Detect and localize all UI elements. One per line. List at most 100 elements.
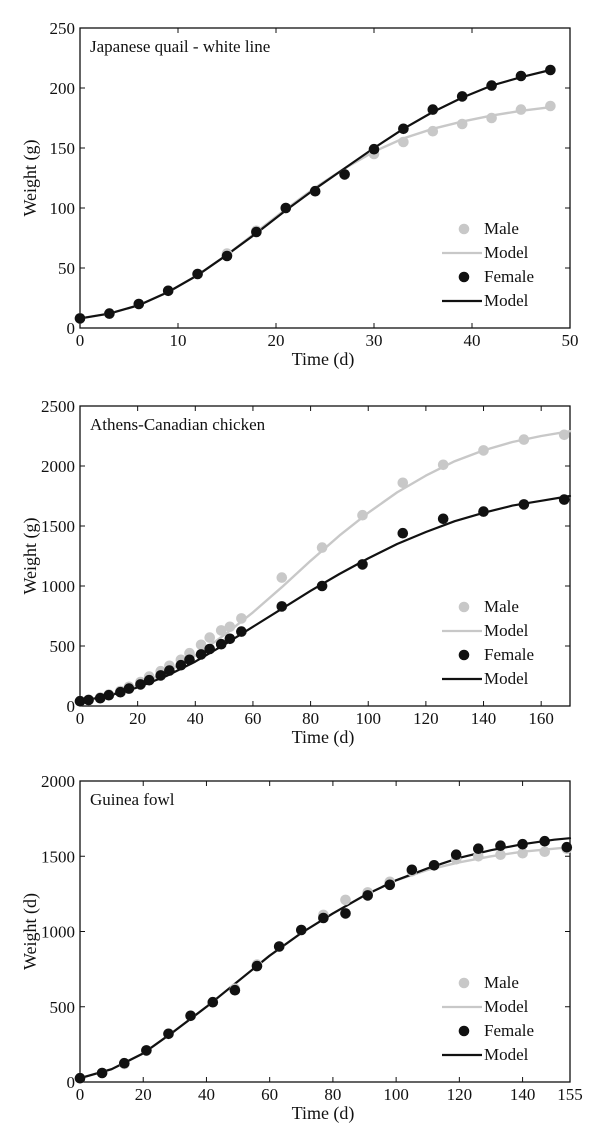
male-data-point [398,136,409,148]
x-tick-label: 20 [135,1085,152,1104]
x-tick-label: 80 [302,709,319,728]
x-tick-label: 30 [366,331,383,350]
female-data-point [276,601,288,612]
legend-label: Male [484,597,519,616]
female-data-point [384,879,396,891]
male-data-point [204,632,215,643]
legend-label: Female [484,645,534,664]
x-tick-label: 0 [76,331,85,350]
male-data-point [437,459,449,471]
y-axis-label: Weight (d) [20,893,41,970]
female-data-point [561,841,573,853]
chart-title: Japanese quail - white line [90,37,270,56]
female-data-point [175,659,187,671]
female-model-line [78,837,572,1080]
male-data-point [478,445,489,456]
female-data-point [185,1010,196,1022]
female-data-point [357,559,368,570]
chart-title: Athens-Canadian chicken [90,415,266,434]
legend-male-marker [458,977,470,989]
y-tick-label: 150 [50,139,76,158]
female-data-point [539,835,550,847]
y-tick-label: 100 [50,199,76,218]
male-data-point [397,477,409,489]
chart-panel: 0 20 40 60 80 100 120 140 155 0 500 1000 1500 2000 Tim… [20,772,583,1124]
male-data-point [545,100,556,112]
chart-title: Guinea fowl [90,790,175,809]
y-tick-label: 1000 [41,577,75,596]
female-data-point [207,996,219,1008]
x-tick-label: 160 [528,709,554,728]
female-data-point [229,984,241,996]
female-data-point [428,860,440,871]
male-data-point [486,112,497,124]
y-tick-label: 1500 [41,517,75,536]
x-tick-label: 120 [447,1085,473,1104]
legend-female-marker [458,649,470,661]
x-tick-label: 100 [355,709,381,728]
female-data-point [406,864,418,876]
legend-label: Male [484,973,519,992]
female-data-point [236,626,247,637]
male-model-line [78,105,552,320]
female-data-point [96,1067,108,1079]
female-data-point [164,665,175,676]
female-data-point [133,298,145,310]
female-data-point [192,268,203,280]
y-tick-label: 2500 [41,397,75,416]
female-data-point [437,513,449,525]
y-axis-label: Weight (g) [20,139,41,216]
female-data-point [558,494,570,505]
y-tick-label: 1500 [41,847,75,866]
plot-frame [79,405,571,707]
female-data-point [398,123,409,135]
male-data-point [495,849,506,860]
chart-panel: 0 10 20 30 40 50 0 50 100 150 200 250 Time (d) Weight… [20,19,579,370]
female-data-point [473,843,484,854]
chart-panel: 0 20 40 60 80 100 120 140 160 0 500 1000 1500 2000 250… [20,397,572,748]
legend-male-marker [458,601,470,613]
female-data-point [83,694,94,706]
y-tick-label: 2000 [41,457,75,476]
male-model-line [78,846,572,1080]
female-data-point [495,840,506,851]
x-tick-label: 20 [129,709,146,728]
female-data-point [123,683,135,694]
female-data-point [251,226,262,238]
female-data-point [251,960,263,972]
female-data-point [94,692,106,704]
x-tick-label: 140 [510,1085,536,1104]
female-data-point [141,1045,152,1056]
x-tick-label: 20 [268,331,285,350]
legend: Male Model Female Model [442,219,534,310]
male-data-point [517,847,528,859]
y-tick-label: 500 [50,998,76,1017]
x-tick-label: 0 [76,1085,85,1104]
legend-label: Model [484,621,529,640]
x-tick-label: 0 [76,709,85,728]
male-data-point [427,125,439,137]
y-tick-label: 250 [50,19,76,38]
female-data-point [340,908,351,919]
female-data-point [204,643,215,655]
female-data-point [115,686,126,698]
female-data-point [296,924,307,936]
x-tick-label: 140 [471,709,497,728]
y-tick-label: 200 [50,79,76,98]
male-data-point [316,542,328,553]
legend-label: Female [484,1021,534,1040]
female-data-point [135,679,146,690]
male-data-point [558,429,570,441]
female-data-point [545,64,556,76]
legend: Male Model Female Model [442,597,534,688]
female-data-point [450,849,462,860]
female-data-point [273,941,285,952]
legend-label: Model [484,291,529,310]
female-data-point [104,308,115,319]
x-tick-label: 60 [244,709,261,728]
male-data-point [515,104,527,115]
male-data-point [518,434,530,445]
female-data-point [486,80,497,91]
x-tick-label: 80 [324,1085,341,1104]
